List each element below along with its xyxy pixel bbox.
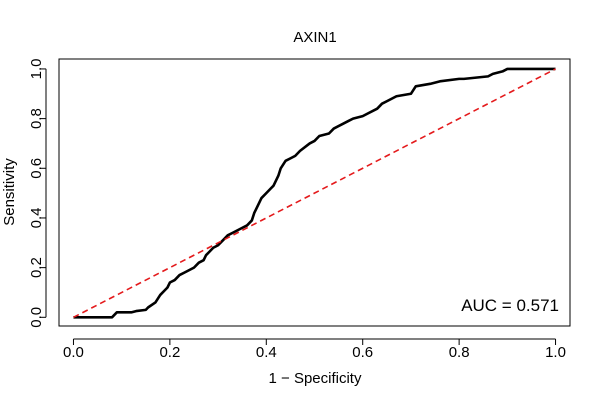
y-tick-label: 0.8 [28, 108, 45, 129]
roc-curve-line [73, 67, 556, 319]
x-tick-label: 0.4 [256, 344, 277, 361]
plot-area [73, 67, 556, 319]
y-tick-label: 0.4 [28, 208, 45, 229]
plot-frame [58, 58, 571, 327]
y-tick-label: 0.0 [28, 307, 45, 328]
reference-diagonal-line [73, 68, 556, 319]
x-tick-label: 0.8 [449, 344, 470, 361]
x-axis-label: 1 − Specificity [269, 370, 362, 387]
x-tick-label: 0.2 [159, 344, 180, 361]
x-tick-label: 1.0 [545, 344, 566, 361]
x-tick-label: 0.0 [63, 344, 84, 361]
auc-annotation: AUC = 0.571 [461, 296, 559, 315]
y-tick-label: 1.0 [28, 59, 45, 80]
y-tick-label: 0.6 [28, 158, 45, 179]
y-tick-label: 0.2 [28, 257, 45, 278]
chart-title: AXIN1 [293, 29, 336, 46]
y-axis-label: Sensitivity [1, 158, 18, 226]
x-tick-label: 0.6 [352, 344, 373, 361]
